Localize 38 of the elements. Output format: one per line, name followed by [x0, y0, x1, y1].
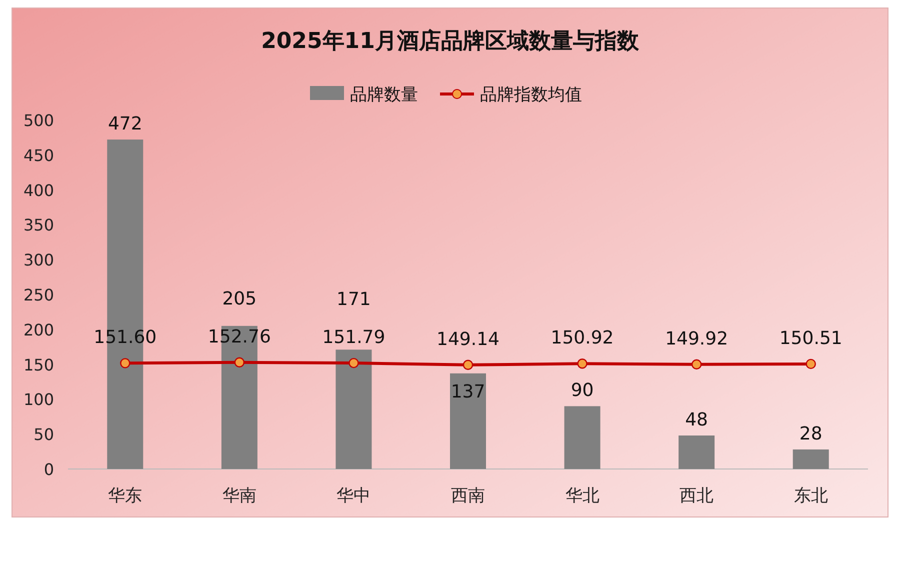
data-label: 48 [685, 409, 708, 430]
data-label: 28 [799, 423, 822, 444]
legend-label: 品牌数量 [350, 85, 418, 105]
bar [678, 435, 715, 469]
x-tick-label: 华东 [108, 486, 142, 506]
legend-label: 品牌指数均值 [480, 85, 582, 105]
y-tick-label: 500 [23, 111, 54, 130]
data-label: 472 [108, 114, 142, 135]
data-label: 151.79 [322, 327, 386, 348]
y-tick-label: 150 [23, 355, 54, 374]
y-tick-label: 0 [44, 460, 54, 479]
y-tick-label: 50 [34, 425, 54, 444]
y-tick-label: 250 [23, 286, 54, 304]
chart-title: 2025年11月酒店品牌区域数量与指数 [261, 28, 640, 54]
data-label: 150.92 [550, 328, 614, 349]
y-tick-label: 350 [23, 216, 54, 235]
y-tick-label: 300 [23, 250, 54, 270]
data-label: 205 [222, 288, 257, 310]
x-tick-label: 华北 [565, 486, 600, 506]
x-tick-label: 西北 [680, 486, 714, 506]
x-tick-label: 东北 [794, 486, 828, 506]
x-tick-label: 西南 [451, 486, 485, 506]
data-label: 171 [336, 289, 371, 310]
data-label: 149.92 [665, 328, 728, 350]
y-tick-label: 400 [23, 180, 54, 200]
x-tick-label: 华南 [222, 486, 256, 506]
data-label: 150.51 [779, 328, 842, 349]
bar [450, 373, 486, 469]
bar [792, 449, 829, 469]
y-tick-label: 100 [23, 390, 54, 410]
y-tick-label: 200 [23, 320, 54, 340]
bar [336, 350, 372, 469]
y-tick-label: 450 [23, 146, 54, 165]
data-label: 137 [450, 381, 486, 402]
bar [564, 406, 600, 469]
x-tick-label: 华中 [336, 486, 371, 506]
data-label: 90 [570, 380, 594, 402]
data-label: 149.14 [436, 328, 500, 350]
